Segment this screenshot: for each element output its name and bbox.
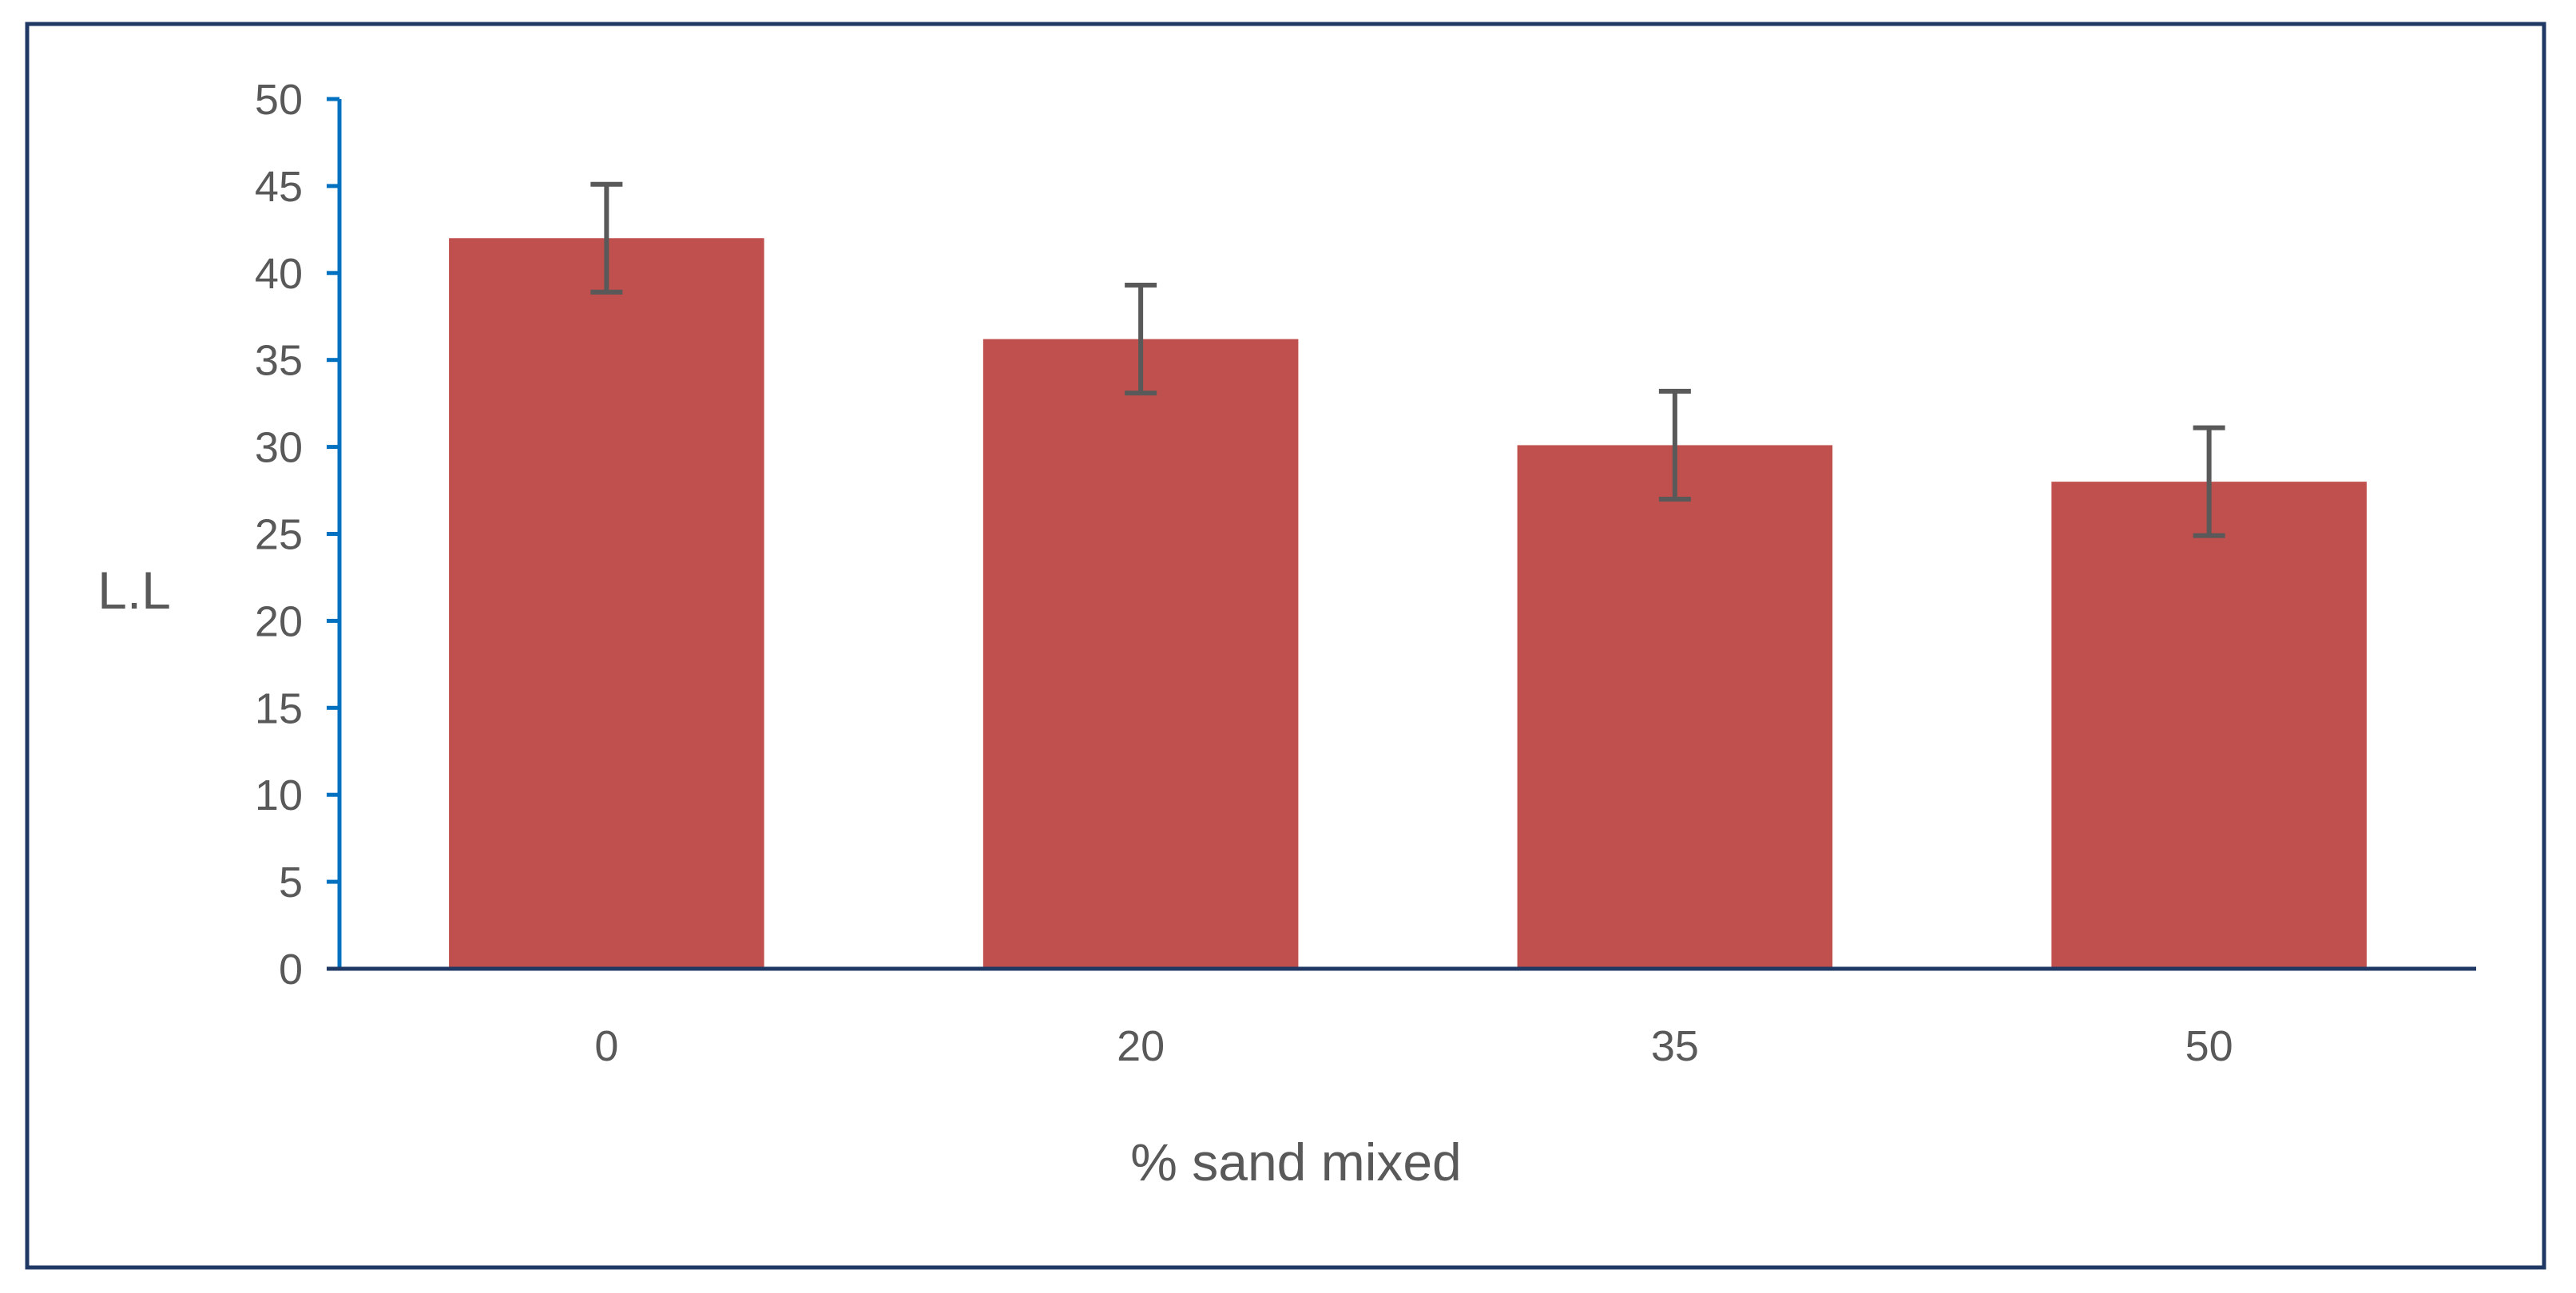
y-tick-label: 45	[255, 163, 303, 211]
y-tick-label: 35	[255, 337, 303, 385]
x-tick-label-20: 20	[1117, 1022, 1165, 1070]
bar-35	[1517, 445, 1833, 969]
bar-50	[2051, 482, 2367, 969]
error-bar-0	[590, 181, 623, 295]
x-tick-label-50: 50	[2185, 1022, 2233, 1070]
x-axis-labels: 0 20 35 50	[594, 1022, 2233, 1070]
bars	[449, 238, 2367, 970]
error-bar-35	[1658, 388, 1691, 502]
x-tick-label-0: 0	[594, 1022, 618, 1070]
y-axis-title: L.L	[97, 561, 171, 620]
y-tick-label: 5	[279, 859, 303, 906]
x-tick-label-35: 35	[1651, 1022, 1699, 1070]
error-bar-50	[2193, 425, 2225, 538]
y-tick-label: 0	[279, 946, 303, 994]
bar-20	[982, 339, 1299, 970]
error-bar-20	[1125, 283, 1157, 396]
y-tick-label: 25	[255, 511, 303, 559]
y-axis-ticks: 0 5 10 15 20 25 30 35 40 45 50	[255, 76, 339, 994]
bar-0	[449, 238, 764, 969]
y-tick-label: 15	[255, 684, 303, 732]
y-tick-label: 20	[255, 597, 303, 645]
error-bars	[590, 181, 2225, 538]
x-axis-title: % sand mixed	[1130, 1132, 1462, 1192]
y-tick-label: 30	[255, 424, 303, 472]
y-tick-label: 10	[255, 771, 303, 819]
y-tick-label: 40	[255, 250, 303, 298]
y-tick-label: 50	[255, 76, 303, 124]
